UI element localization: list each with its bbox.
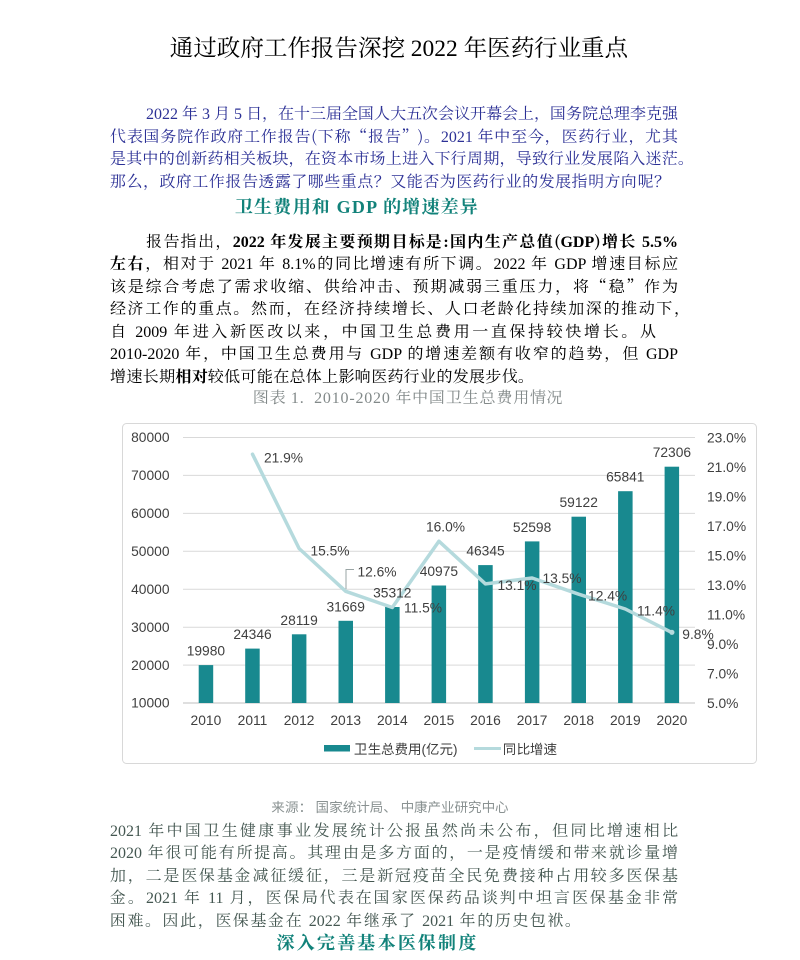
- svg-text:2016: 2016: [470, 713, 501, 728]
- svg-text:52598: 52598: [513, 520, 552, 535]
- svg-text:28119: 28119: [280, 613, 318, 628]
- svg-text:17.0%: 17.0%: [707, 519, 746, 534]
- svg-text:卫生总费用(亿元): 卫生总费用(亿元): [354, 738, 458, 758]
- svg-text:9.8%: 9.8%: [682, 627, 713, 642]
- svg-text:2019: 2019: [610, 713, 641, 728]
- svg-text:24346: 24346: [233, 627, 272, 642]
- svg-text:60000: 60000: [131, 506, 170, 521]
- svg-text:80000: 80000: [131, 430, 170, 445]
- svg-text:2015: 2015: [424, 713, 455, 728]
- svg-text:13.0%: 13.0%: [707, 578, 746, 593]
- svg-text:13.5%: 13.5%: [542, 571, 581, 586]
- svg-text:30000: 30000: [131, 620, 170, 635]
- svg-text:40975: 40975: [420, 564, 459, 579]
- svg-text:5.0%: 5.0%: [707, 696, 738, 711]
- svg-text:59122: 59122: [560, 495, 598, 510]
- svg-text:2018: 2018: [563, 713, 594, 728]
- svg-text:16.0%: 16.0%: [426, 519, 465, 534]
- svg-text:46345: 46345: [466, 544, 505, 559]
- svg-text:10000: 10000: [131, 696, 170, 711]
- svg-text:12.4%: 12.4%: [588, 588, 627, 603]
- svg-text:13.1%: 13.1%: [497, 578, 536, 593]
- svg-text:2011: 2011: [238, 713, 268, 728]
- svg-text:2020: 2020: [657, 713, 688, 728]
- svg-text:31669: 31669: [327, 599, 366, 614]
- svg-text:15.0%: 15.0%: [707, 549, 746, 564]
- svg-text:12.6%: 12.6%: [357, 564, 396, 579]
- svg-text:同比增速: 同比增速: [503, 738, 557, 758]
- svg-text:7.0%: 7.0%: [707, 667, 738, 682]
- svg-text:2013: 2013: [330, 713, 361, 728]
- svg-text:40000: 40000: [131, 582, 170, 597]
- svg-text:50000: 50000: [131, 544, 170, 559]
- svg-text:15.5%: 15.5%: [310, 543, 349, 558]
- svg-text:9.0%: 9.0%: [707, 637, 738, 652]
- svg-text:11.4%: 11.4%: [637, 603, 675, 618]
- svg-text:72306: 72306: [653, 445, 692, 460]
- svg-text:19.0%: 19.0%: [707, 490, 746, 505]
- svg-text:21.9%: 21.9%: [264, 450, 303, 465]
- svg-text:2017: 2017: [517, 713, 548, 728]
- svg-text:11.5%: 11.5%: [404, 600, 442, 615]
- svg-text:23.0%: 23.0%: [707, 431, 746, 446]
- svg-text:2012: 2012: [284, 713, 315, 728]
- svg-text:21.0%: 21.0%: [707, 460, 746, 475]
- svg-text:2010: 2010: [191, 713, 222, 728]
- svg-text:35312: 35312: [373, 586, 411, 601]
- svg-text:65841: 65841: [606, 470, 644, 485]
- svg-text:70000: 70000: [131, 468, 170, 483]
- svg-text:11.0%: 11.0%: [707, 608, 745, 623]
- svg-text:19980: 19980: [187, 644, 226, 659]
- svg-text:2014: 2014: [377, 713, 408, 728]
- svg-text:20000: 20000: [131, 658, 170, 673]
